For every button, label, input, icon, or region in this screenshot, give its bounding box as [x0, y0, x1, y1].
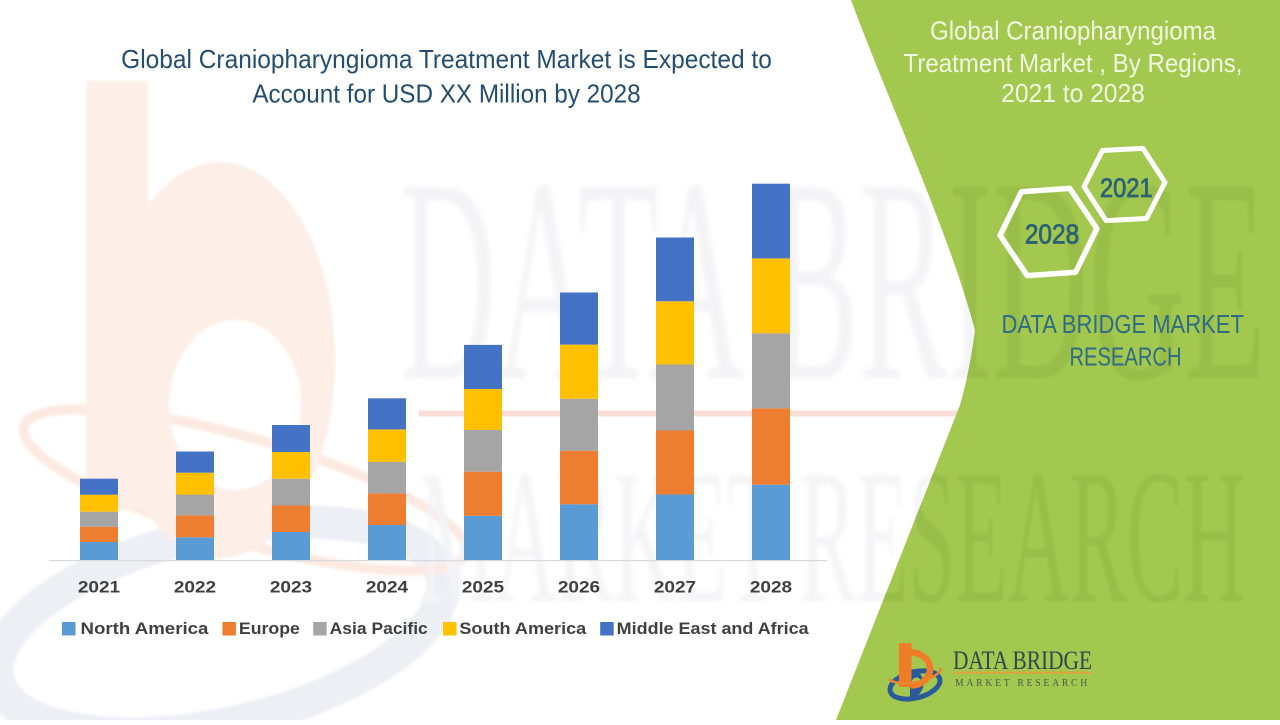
svg-text:Global Craniopharyngioma Treat: Global Craniopharyngioma Treatment Marke…	[121, 44, 772, 74]
svg-text:DATA BRIDGE MARKET: DATA BRIDGE MARKET	[1002, 309, 1244, 339]
svg-text:2025: 2025	[462, 577, 504, 596]
svg-text:North America: North America	[81, 619, 209, 638]
svg-text:DATA BRIDGE: DATA BRIDGE	[953, 646, 1092, 675]
svg-text:2022: 2022	[174, 577, 216, 596]
svg-text:2021: 2021	[78, 577, 120, 596]
svg-text:Account for USD XX Million by: Account for USD XX Million by 2028	[252, 78, 640, 108]
svg-text:South America: South America	[459, 619, 586, 638]
svg-text:2021: 2021	[1100, 173, 1153, 203]
svg-text:MARKET RESEARCH: MARKET RESEARCH	[955, 678, 1090, 689]
svg-text:2024: 2024	[366, 577, 409, 596]
svg-text:Global Craniopharyngioma: Global Craniopharyngioma	[930, 15, 1216, 45]
svg-text:2028: 2028	[1025, 219, 1079, 250]
svg-text:Treatment Market , By Regions,: Treatment Market , By Regions,	[904, 48, 1243, 78]
svg-text:2023: 2023	[270, 577, 312, 596]
svg-text:2021 to 2028: 2021 to 2028	[1001, 78, 1145, 108]
svg-text:Asia Pacific: Asia Pacific	[330, 619, 428, 638]
svg-text:Middle East and Africa: Middle East and Africa	[617, 619, 809, 638]
svg-text:2028: 2028	[750, 577, 792, 596]
svg-text:2027: 2027	[654, 577, 696, 596]
svg-text:RESEARCH: RESEARCH	[1069, 342, 1181, 372]
svg-text:Europe: Europe	[239, 619, 300, 638]
svg-text:2026: 2026	[558, 577, 600, 596]
